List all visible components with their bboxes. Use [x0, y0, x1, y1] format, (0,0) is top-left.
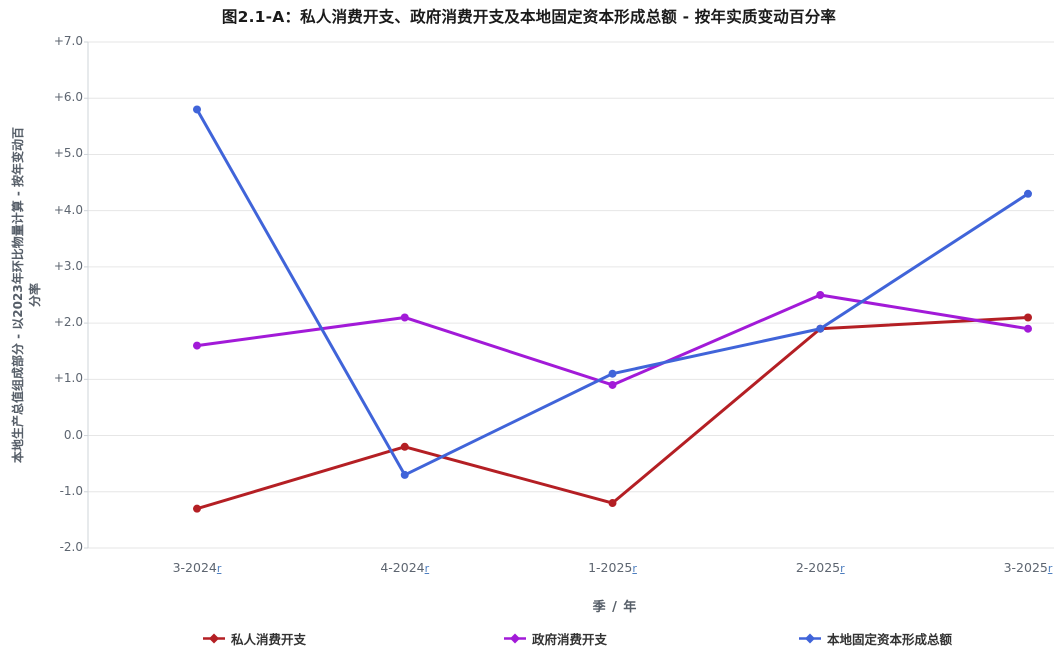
y-tick-label: +2.0	[53, 315, 83, 330]
y-tick-label: +3.0	[53, 258, 83, 273]
x-tick-text: 3-2025	[1003, 560, 1048, 575]
data-point	[1024, 324, 1032, 333]
x-axis-title: 季 / 年	[592, 600, 638, 615]
series-line-2	[195, 107, 1030, 477]
data-point	[608, 380, 617, 389]
x-tick-label: 4-2024r	[380, 560, 429, 575]
legend-item-1[interactable]: 政府消费开支	[504, 629, 607, 648]
x-tick-text: 2-2025	[795, 560, 841, 575]
data-point	[816, 291, 825, 299]
data-point	[1024, 313, 1032, 322]
y-tick-label: -1.0	[59, 483, 83, 498]
data-point	[400, 313, 409, 322]
revision-link[interactable]: r	[216, 562, 222, 575]
legend-label: 本地固定资本形成总额	[827, 632, 953, 647]
x-tick-label: 2-2025r	[796, 560, 845, 575]
data-point	[400, 470, 409, 479]
data-point	[193, 105, 201, 114]
legend-label: 政府消费开支	[532, 632, 608, 647]
x-tick-text: 1-2025	[588, 560, 633, 575]
revision-link[interactable]: r	[840, 562, 845, 575]
data-point	[816, 324, 825, 333]
chart-title: 图2.1-A：私人消费开支、政府消费开支及本地固定资本形成总额 - 按年实质变动…	[221, 8, 837, 26]
y-tick-label: +7.0	[53, 34, 83, 48]
y-tick-label: +4.0	[53, 202, 83, 217]
y-tick-label: 0.0	[63, 427, 83, 442]
legend-item-2[interactable]: 本地固定资本形成总额	[799, 629, 952, 648]
data-point	[608, 499, 617, 508]
legend-marker-icon	[799, 633, 821, 644]
data-point	[400, 442, 409, 451]
legend-label: 私人消费开支	[231, 632, 307, 647]
x-tick-label: 3-2024r	[173, 560, 222, 575]
data-point	[1024, 189, 1032, 198]
data-point	[608, 369, 617, 378]
x-tick-label: 3-2025r	[1004, 560, 1053, 575]
y-tick-label: +5.0	[53, 146, 83, 161]
legend-item-0[interactable]: 私人消费开支	[203, 629, 306, 648]
revision-link[interactable]: r	[1047, 562, 1053, 575]
y-tick-label: +1.0	[53, 371, 83, 386]
x-tick-label: 1-2025r	[588, 560, 637, 575]
legend-marker-icon	[203, 633, 225, 644]
legend-marker-icon	[504, 633, 526, 644]
y-tick-label: -2.0	[59, 540, 83, 554]
y-tick-label: +6.0	[53, 90, 83, 105]
revision-link[interactable]: r	[632, 562, 637, 575]
data-point	[193, 504, 201, 513]
series-line-0	[195, 315, 1030, 511]
data-point	[193, 341, 201, 350]
x-tick-text: 4-2024	[380, 560, 425, 575]
revision-link[interactable]: r	[424, 562, 430, 575]
x-tick-text: 3-2024	[172, 560, 217, 575]
